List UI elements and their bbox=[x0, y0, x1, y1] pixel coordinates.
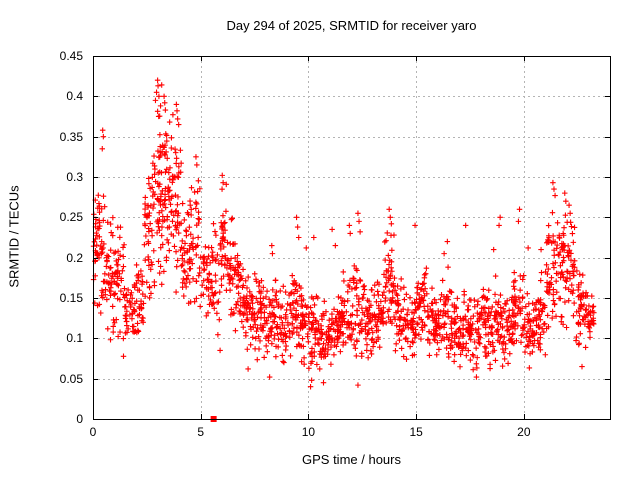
y-tick-label: 0.4 bbox=[66, 89, 83, 104]
x-tick-label: 0 bbox=[89, 425, 97, 439]
y-tick-label: 0.05 bbox=[59, 371, 83, 386]
y-tick-label: 0.35 bbox=[59, 129, 83, 144]
y-tick-label: 0.2 bbox=[66, 250, 83, 265]
x-tick-label: 5 bbox=[197, 425, 205, 439]
chart-title: Day 294 of 2025, SRMTID for receiver yar… bbox=[226, 18, 477, 33]
y-tick-label: 0.25 bbox=[59, 210, 83, 225]
x-tick-label: 10 bbox=[301, 425, 316, 439]
y-tick-label: 0.15 bbox=[59, 291, 83, 305]
x-axis-label: GPS time / hours bbox=[302, 452, 401, 467]
y-tick-label: 0 bbox=[76, 412, 83, 426]
y-tick-label: 0.45 bbox=[59, 49, 83, 63]
y-tick-label: 0.1 bbox=[66, 331, 83, 346]
x-tick-label: 20 bbox=[517, 425, 531, 439]
y-tick-label: 0.3 bbox=[66, 170, 83, 184]
x-tick-label: 15 bbox=[409, 425, 423, 439]
y-axis-label: SRMTID / TECUs bbox=[6, 185, 22, 288]
